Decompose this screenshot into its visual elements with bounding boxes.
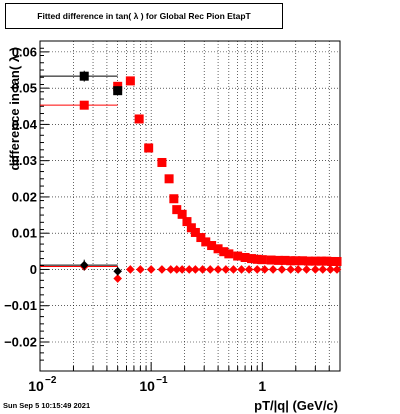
data-point	[157, 265, 167, 274]
data-point	[213, 265, 223, 274]
y-tick-label: −0.02	[4, 334, 37, 349]
data-point	[182, 217, 192, 227]
data-point	[172, 205, 182, 215]
data-point	[113, 266, 122, 276]
data-point	[213, 244, 223, 254]
y-tick-label: 0.02	[12, 189, 37, 204]
data-point	[196, 233, 206, 243]
data-point	[303, 256, 313, 266]
data-point	[157, 157, 167, 167]
data-point	[291, 256, 301, 266]
data-point	[240, 252, 250, 262]
label-layer: pT/|q| (GeV/c) difference in tan( λ )	[7, 47, 338, 413]
x-axis-label: pT/|q| (GeV/c)	[254, 398, 338, 413]
x-tick-exponent: −2	[45, 375, 57, 386]
data-point	[146, 265, 156, 274]
data-point	[293, 265, 303, 274]
data-point	[219, 247, 229, 257]
y-tick-label: 0.06	[12, 44, 37, 59]
grid-layer	[39, 41, 341, 371]
data-point	[79, 100, 89, 110]
data-point	[310, 256, 320, 266]
data-point	[198, 265, 207, 274]
x-tick-label: 10	[139, 378, 155, 394]
y-tick-label: 0	[30, 262, 37, 277]
data-point	[191, 265, 200, 274]
data-layer	[40, 70, 342, 283]
data-point	[298, 256, 308, 266]
data-point	[257, 255, 267, 265]
data-point	[79, 71, 89, 81]
data-point	[311, 265, 320, 274]
y-tick-label: 0.01	[12, 226, 37, 241]
chart-title: Fitted difference in tan( λ ) for Global…	[37, 11, 251, 21]
x-tick-label: 10	[28, 378, 44, 394]
x-tick-exponent: −1	[156, 375, 168, 386]
data-point	[169, 194, 179, 204]
data-point	[113, 274, 122, 283]
data-point	[266, 255, 276, 265]
data-point	[277, 265, 287, 274]
data-point	[274, 255, 284, 265]
data-point	[252, 265, 262, 274]
data-point	[221, 265, 231, 274]
data-point	[177, 265, 187, 274]
data-point	[79, 260, 89, 270]
data-point	[207, 241, 217, 251]
data-point	[327, 256, 337, 266]
data-point	[332, 256, 342, 266]
y-tick-label: 0.03	[12, 153, 37, 168]
data-point	[316, 256, 326, 266]
data-point	[302, 265, 311, 274]
data-point	[229, 265, 238, 274]
y-tick-label: 0.04	[12, 117, 38, 132]
data-point	[286, 265, 295, 274]
chart-title-box: Fitted difference in tan( λ ) for Global…	[5, 3, 283, 29]
data-point	[205, 265, 215, 274]
x-tick-label: 1	[258, 378, 266, 394]
data-point	[260, 265, 269, 274]
y-axis-label: difference in tan( λ )	[7, 47, 22, 171]
data-point	[184, 265, 194, 274]
data-point	[280, 255, 290, 265]
data-point	[113, 86, 123, 96]
data-point	[177, 209, 187, 219]
data-point	[125, 76, 135, 86]
data-point	[186, 223, 196, 233]
data-point	[201, 237, 211, 247]
data-point	[252, 254, 262, 264]
data-point	[268, 265, 278, 274]
timestamp: Sun Sep 5 10:15:49 2021	[3, 401, 91, 410]
data-point	[332, 265, 342, 274]
data-point	[126, 265, 135, 274]
plot-frame	[39, 40, 341, 372]
data-point	[172, 265, 182, 274]
data-point	[326, 265, 335, 274]
data-point	[190, 227, 200, 237]
data-point	[224, 249, 234, 259]
data-point	[318, 265, 328, 274]
data-point	[286, 256, 296, 266]
data-point	[134, 114, 144, 124]
data-point	[164, 174, 174, 184]
y-tick-label: −0.01	[4, 298, 37, 313]
y-tick-label: 0.05	[12, 81, 37, 96]
data-point	[233, 251, 243, 261]
data-point	[144, 143, 154, 153]
data-point	[247, 254, 257, 264]
data-point	[322, 256, 332, 266]
data-point	[244, 265, 254, 274]
data-point	[136, 265, 145, 274]
data-point	[166, 265, 176, 274]
data-point	[237, 265, 246, 274]
